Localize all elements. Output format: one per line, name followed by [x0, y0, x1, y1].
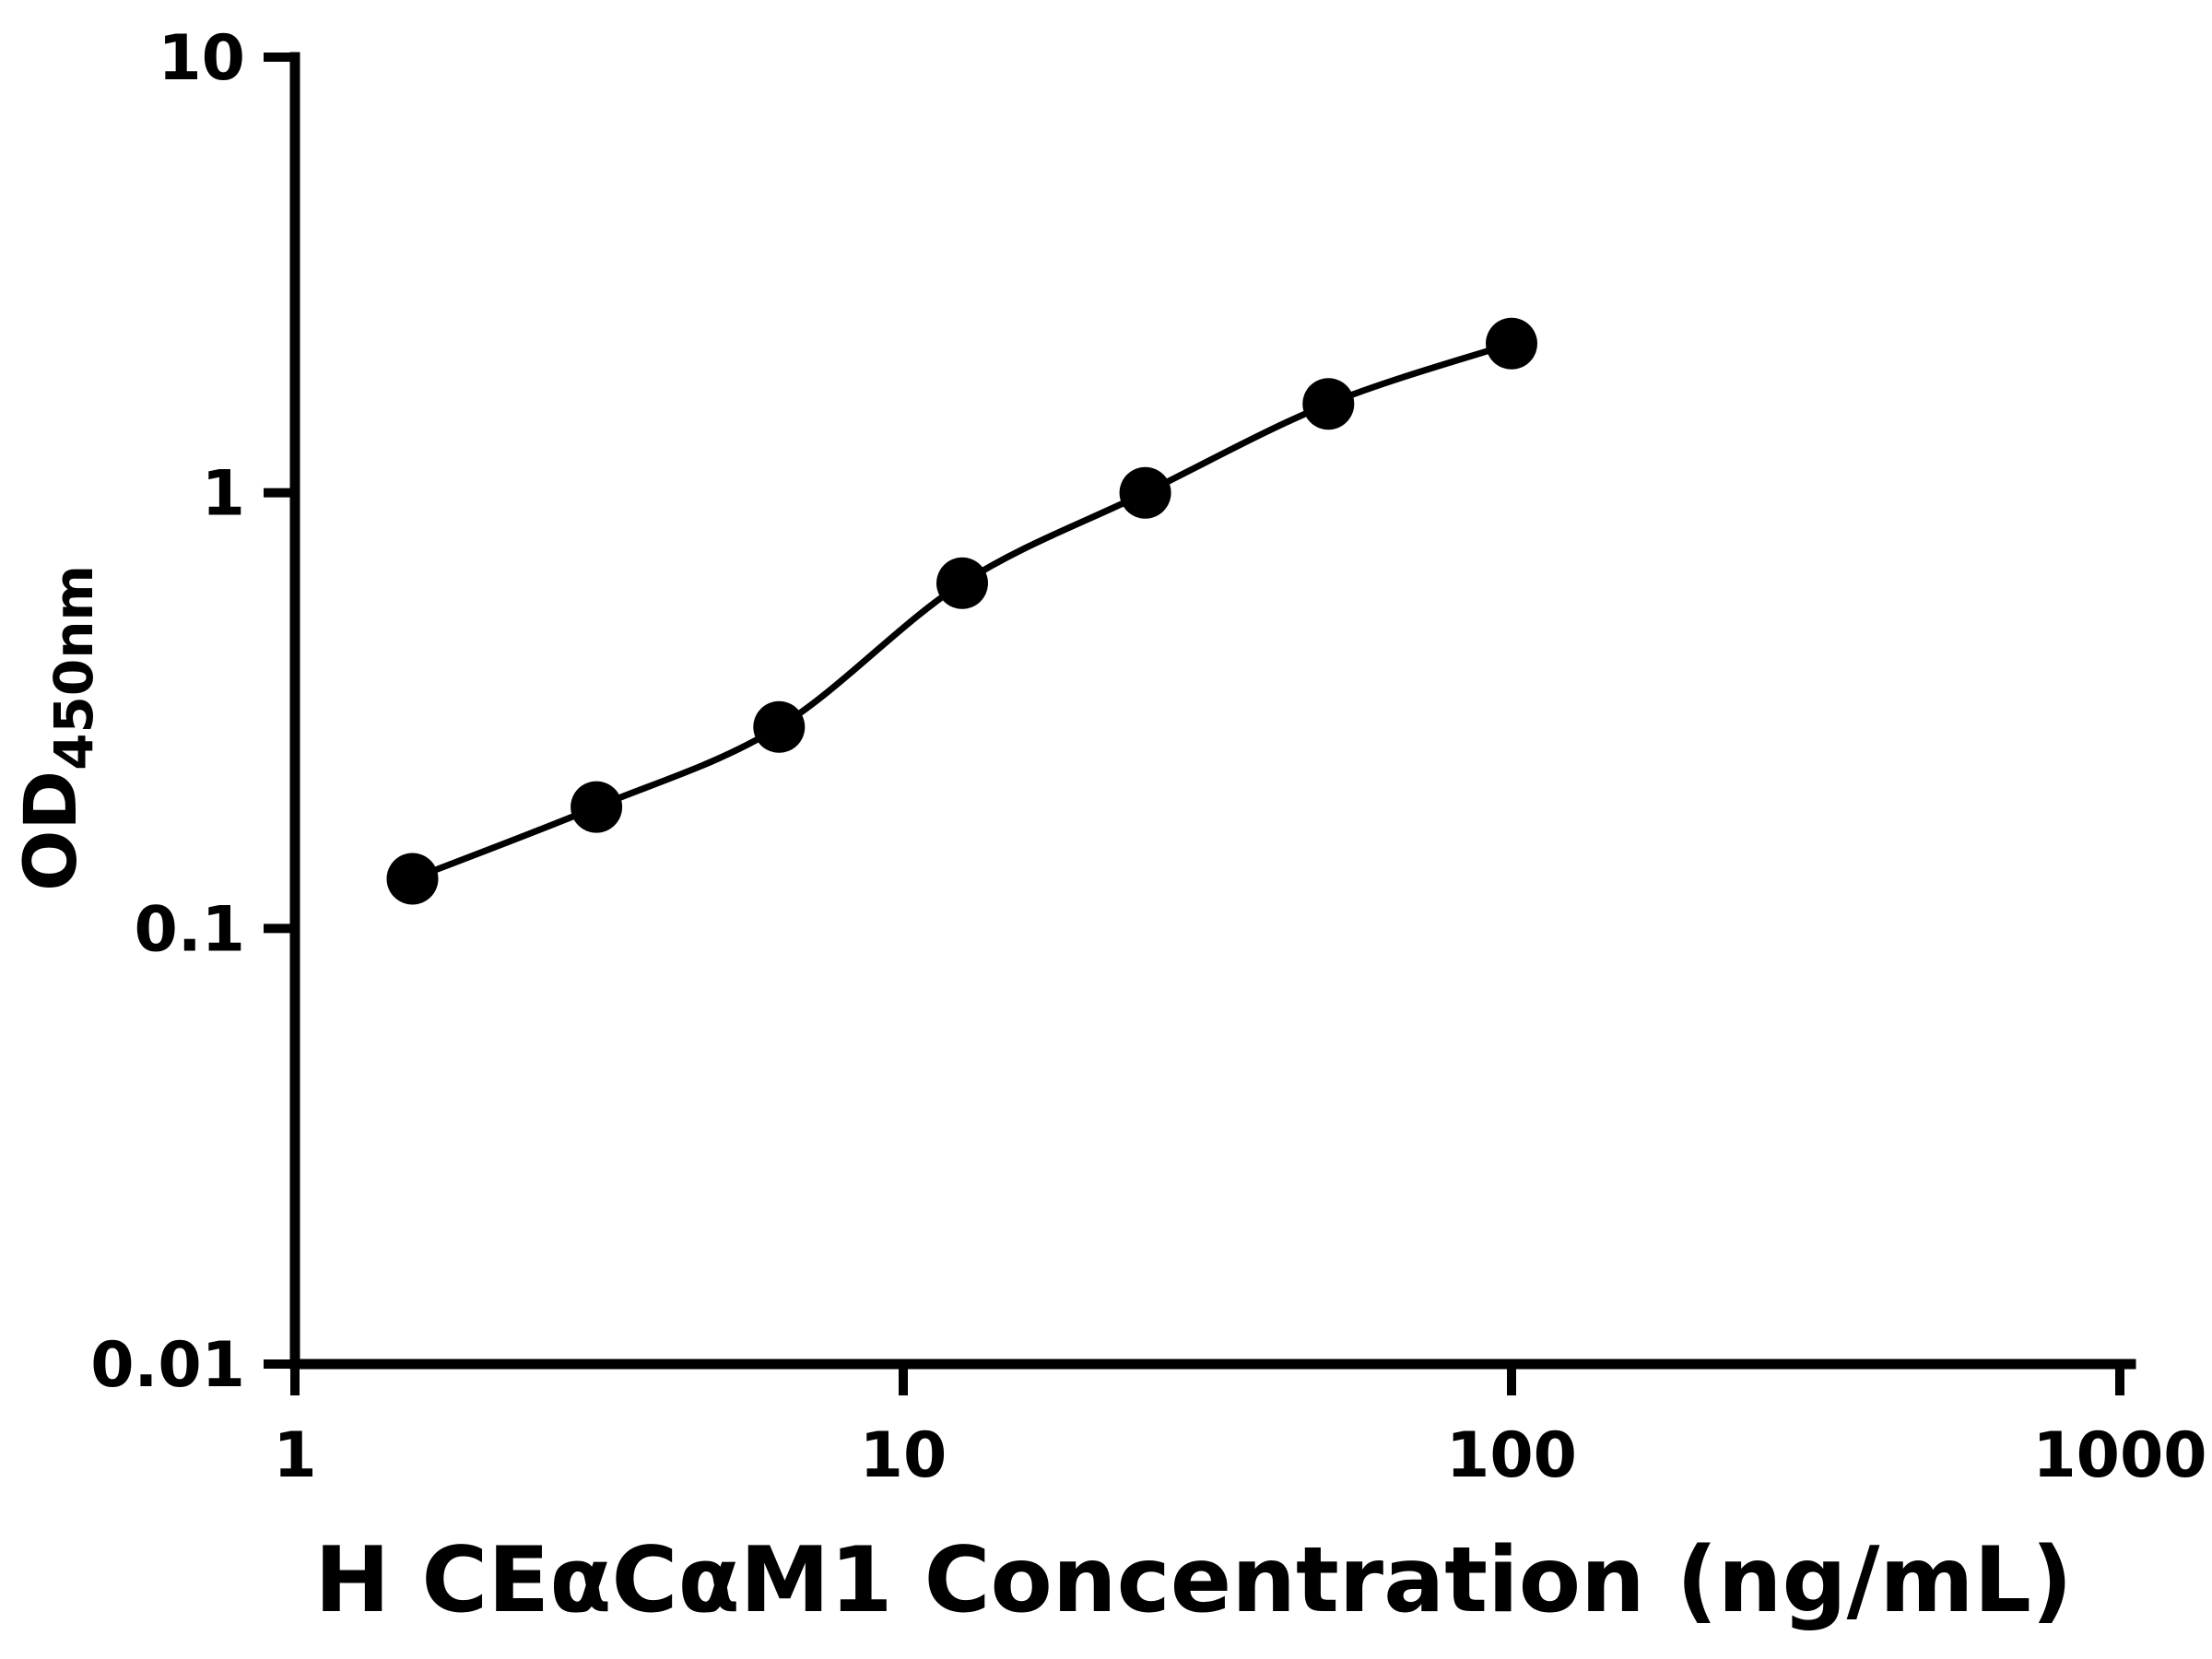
axis-lines	[289, 52, 2136, 1370]
x-axis-title: H CEαCαM1 Concentration (ng/mL)	[314, 1528, 2073, 1633]
data-point	[936, 557, 988, 609]
y-tick-label: 10	[158, 22, 245, 95]
y-axis-title: OD450nm	[10, 565, 105, 891]
x-tick-label: 100	[1446, 1419, 1577, 1492]
data-point	[571, 781, 623, 833]
data-point	[1119, 466, 1171, 519]
x-tick-label: 1000	[2032, 1419, 2206, 1492]
data-point	[753, 700, 806, 753]
data-point	[1486, 317, 1537, 370]
data-point	[1302, 378, 1355, 430]
y-tick-label: 0.01	[90, 1329, 245, 1402]
data-point	[386, 853, 439, 905]
x-tick-label: 10	[860, 1419, 947, 1492]
x-tick-label: 1	[273, 1419, 316, 1492]
y-tick-label: 1	[202, 458, 245, 531]
y-tick-label: 0.1	[135, 893, 245, 966]
chart-plot-area: 1 10 100 1000 0.01 0.1 1 10	[90, 22, 2206, 1492]
y-axis-title-subscript: 450nm	[42, 565, 105, 771]
y-axis-title-main: OD	[10, 771, 93, 891]
